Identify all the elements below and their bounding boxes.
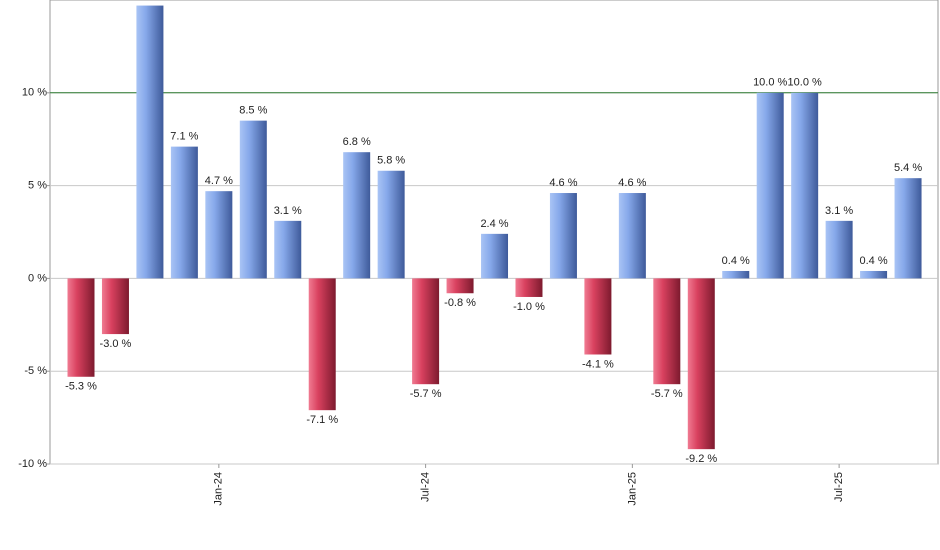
value-label: -3.0 % [100,338,132,350]
bar [67,278,95,377]
value-label: 10.0 % [753,77,787,89]
bar [860,270,888,279]
value-label: 4.6 % [549,177,577,189]
value-label: -5.3 % [65,381,97,393]
y-tick-label: -10 % [18,458,47,470]
bar [515,278,543,297]
value-label: -5.7 % [651,388,683,400]
value-label: 3.1 % [274,205,302,217]
bar [274,220,302,279]
value-label: 0.4 % [722,255,750,267]
bar [756,92,784,279]
bar [653,278,681,385]
bar [549,193,577,279]
bar [791,92,819,279]
value-label: 4.7 % [205,175,233,187]
bar [825,220,853,279]
value-label: 4.6 % [618,177,646,189]
x-tick-label: Jul-25 [833,472,845,502]
x-tick-label: Jan-24 [213,472,225,506]
value-label: 0.4 % [860,255,888,267]
bar [584,278,612,355]
value-label: -1.0 % [513,301,545,313]
y-tick-label: 10 % [22,87,47,99]
value-label: 10.0 % [788,77,822,89]
bar [618,193,646,279]
bar [377,170,405,279]
y-tick-label: -5 % [24,365,47,377]
bar [343,152,371,279]
bar [205,191,233,279]
value-label: -4.1 % [582,358,614,370]
value-label: 5.8 % [377,155,405,167]
value-label: -0.8 % [444,297,476,309]
bar [687,278,715,450]
y-tick-label: 0 % [28,272,47,284]
value-label: 8.5 % [239,105,267,117]
value-label: 2.4 % [480,218,508,230]
value-label: 14.7 % [133,0,167,1]
y-tick-label: 5 % [28,180,47,192]
bar [239,120,267,279]
value-label: 6.8 % [343,136,371,148]
bar [481,233,509,279]
x-tick-label: Jan-25 [626,472,638,506]
value-label: -9.2 % [685,453,717,465]
bar [136,5,164,279]
value-label: 3.1 % [825,205,853,217]
bar [170,146,198,279]
value-label: 5.4 % [894,162,922,174]
bar [446,278,474,294]
bar [412,278,440,385]
value-label: 7.1 % [170,131,198,143]
bar [101,278,129,335]
bar [894,178,922,279]
bar [308,278,336,411]
value-label: -5.7 % [410,388,442,400]
x-tick-label: Jul-24 [420,472,432,502]
bar [722,270,750,279]
value-label: -7.1 % [306,414,338,426]
